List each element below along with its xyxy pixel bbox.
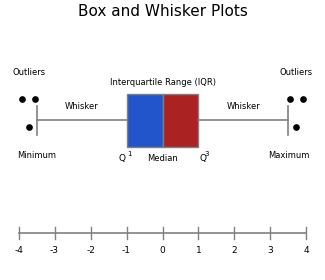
- Text: Q: Q: [199, 154, 206, 163]
- Text: -1: -1: [122, 246, 131, 255]
- Text: -2: -2: [86, 246, 95, 255]
- Text: -3: -3: [50, 246, 59, 255]
- Text: 2: 2: [232, 246, 237, 255]
- Text: 1: 1: [196, 246, 202, 255]
- Text: Whisker: Whisker: [65, 102, 98, 111]
- Text: 4: 4: [304, 246, 309, 255]
- Bar: [162, 94, 199, 146]
- Text: Minimum: Minimum: [17, 151, 56, 160]
- Text: Median: Median: [147, 154, 178, 163]
- Title: Box and Whisker Plots: Box and Whisker Plots: [78, 4, 247, 19]
- Text: Maximum: Maximum: [268, 151, 309, 160]
- Text: Outliers: Outliers: [280, 68, 313, 77]
- Text: Q: Q: [119, 154, 126, 163]
- Text: 3: 3: [204, 151, 209, 157]
- Text: Whisker: Whisker: [227, 102, 260, 111]
- Text: 0: 0: [160, 246, 165, 255]
- Text: -4: -4: [14, 246, 23, 255]
- Text: 3: 3: [267, 246, 273, 255]
- Bar: [126, 94, 162, 146]
- Text: Outliers: Outliers: [12, 68, 45, 77]
- Text: 1: 1: [127, 151, 131, 157]
- Text: Interquartile Range (IQR): Interquartile Range (IQR): [110, 78, 215, 87]
